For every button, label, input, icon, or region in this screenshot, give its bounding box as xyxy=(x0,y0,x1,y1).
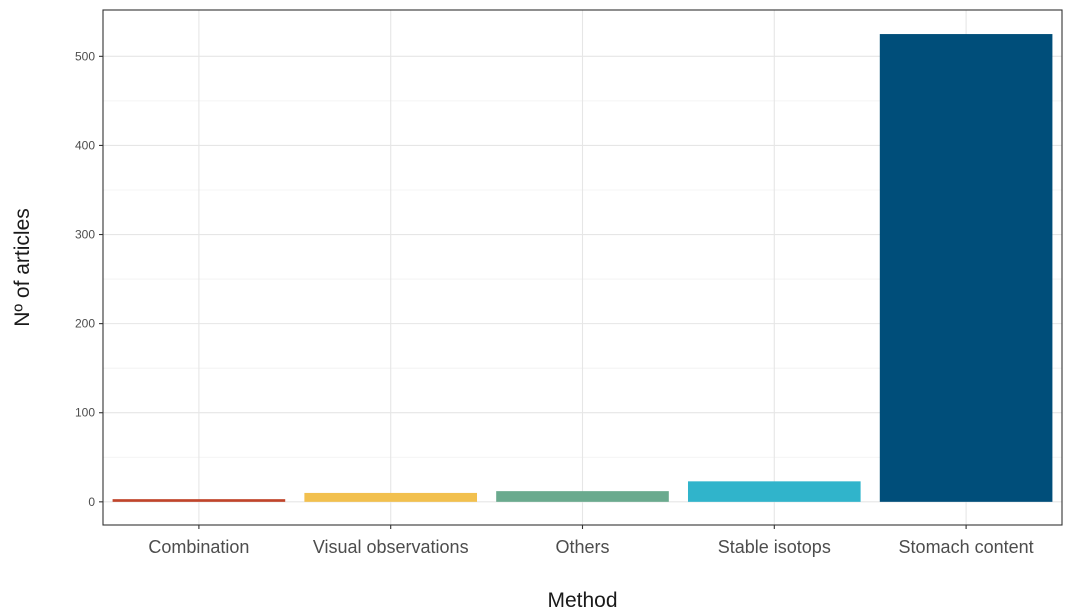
x-tick-label: Stomach content xyxy=(899,537,1034,557)
x-tick-label: Combination xyxy=(148,537,249,557)
x-tick-label: Visual observations xyxy=(313,537,469,557)
y-tick-label: 400 xyxy=(75,138,95,152)
y-tick-label: 0 xyxy=(88,495,95,509)
bar xyxy=(496,491,669,502)
panel-border xyxy=(102,9,1063,526)
y-axis-title: Nº of articles xyxy=(11,208,34,327)
y-tick-label: 200 xyxy=(75,317,95,331)
x-axis-ticks: Combination Visual observations Others Stab… xyxy=(148,525,1034,557)
bars xyxy=(112,34,1053,502)
bar xyxy=(879,34,1053,502)
bar xyxy=(112,499,286,502)
y-tick-label: 500 xyxy=(75,49,95,63)
x-tick-label: Stable isotops xyxy=(718,537,831,557)
bar xyxy=(687,481,861,502)
bar xyxy=(304,492,478,502)
y-tick-label: 100 xyxy=(75,406,95,420)
y-tick-label: 300 xyxy=(75,228,95,242)
x-axis-title: Method xyxy=(547,589,617,612)
x-tick-label: Others xyxy=(555,537,609,557)
y-axis-ticks: 0 100 200 300 400 500 xyxy=(75,49,103,509)
